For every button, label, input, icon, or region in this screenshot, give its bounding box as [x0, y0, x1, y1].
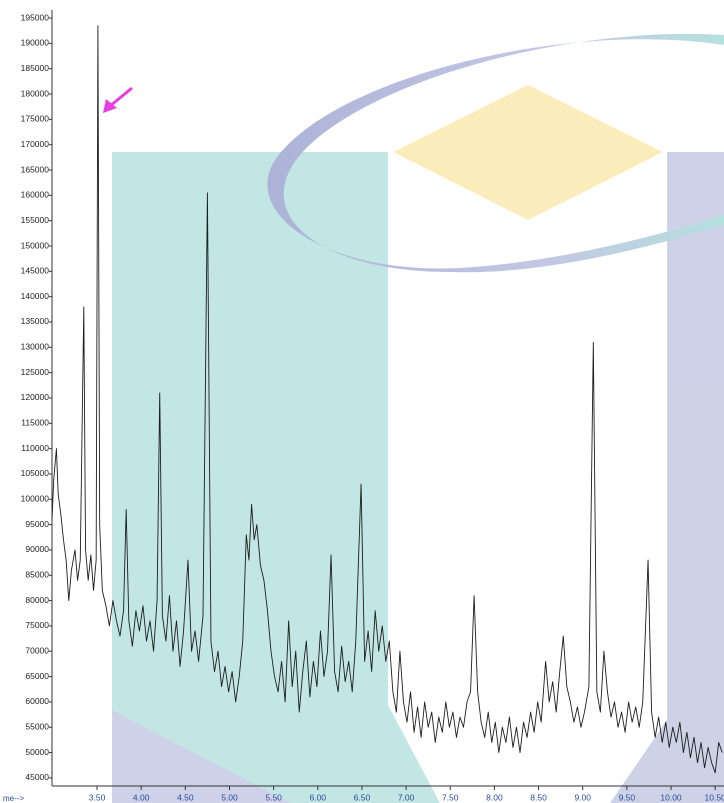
y-tick-label: 75000 — [25, 620, 49, 630]
y-tick-label: 165000 — [21, 164, 50, 174]
y-tick-label: 170000 — [21, 139, 50, 149]
y-tick-label: 65000 — [25, 671, 49, 681]
watermark — [112, 34, 724, 803]
x-axis-label: me--> — [3, 794, 24, 803]
annotation-arrow — [103, 88, 132, 113]
y-tick-label: 85000 — [25, 570, 49, 580]
y-tick-label: 55000 — [25, 721, 49, 731]
y-tick-label: 160000 — [21, 190, 50, 200]
y-tick-label: 150000 — [21, 240, 50, 250]
watermark-diamond — [393, 85, 663, 220]
x-tick-label: 8.50 — [530, 792, 547, 802]
y-tick-label: 140000 — [21, 291, 50, 301]
y-tick-label: 70000 — [25, 646, 49, 656]
x-tick-label: 10.50 — [705, 792, 724, 802]
x-tick-label: 9.00 — [574, 792, 591, 802]
y-tick-label: 135000 — [21, 316, 50, 326]
y-tick-label: 190000 — [21, 38, 50, 48]
chart: me--> 45000 50000 55000 60000 65000 70000 7500… — [0, 0, 724, 803]
y-tick-label: 130000 — [21, 342, 50, 352]
x-tick-label: 9.50 — [619, 792, 636, 802]
arrow-shaft — [110, 88, 132, 106]
y-tick-label: 125000 — [21, 367, 50, 377]
x-tick-label: 4.00 — [133, 792, 150, 802]
x-tick-label: 6.50 — [354, 792, 371, 802]
y-tick-label: 95000 — [25, 519, 49, 529]
x-tick-label: 10.00 — [660, 792, 682, 802]
y-tick-label: 110000 — [21, 443, 49, 453]
y-tick-label: 105000 — [21, 468, 50, 478]
x-tick-label: 6.00 — [310, 792, 327, 802]
y-tick-label: 175000 — [21, 114, 50, 124]
y-tick-label: 155000 — [21, 215, 50, 225]
y-tick-label: 185000 — [21, 63, 50, 73]
y-tick-label: 90000 — [25, 544, 49, 554]
x-tick-label: 4.50 — [177, 792, 194, 802]
y-tick-label: 50000 — [25, 747, 49, 757]
y-tick-label: 45000 — [25, 772, 49, 782]
y-tick-label: 145000 — [21, 266, 50, 276]
page: {"chart_data": { "type": "line", "x_labe… — [0, 0, 724, 803]
x-tick-label: 5.00 — [221, 792, 238, 802]
watermark-teal — [112, 152, 440, 803]
y-tick-label: 80000 — [25, 595, 49, 605]
x-tick-label: 8.00 — [486, 792, 503, 802]
x-tick-label: 3.50 — [89, 792, 106, 802]
y-tick-label: 60000 — [25, 696, 49, 706]
x-tick-label: 5.50 — [265, 792, 282, 802]
x-tick-label: 7.00 — [398, 792, 415, 802]
y-tick-label: 180000 — [21, 88, 50, 98]
x-tick-label: 7.50 — [442, 792, 459, 802]
y-tick-label: 195000 — [21, 12, 50, 22]
y-tick-label: 120000 — [21, 392, 50, 402]
y-tick-label: 100000 — [21, 494, 50, 504]
y-tick-label: 115000 — [21, 418, 49, 428]
